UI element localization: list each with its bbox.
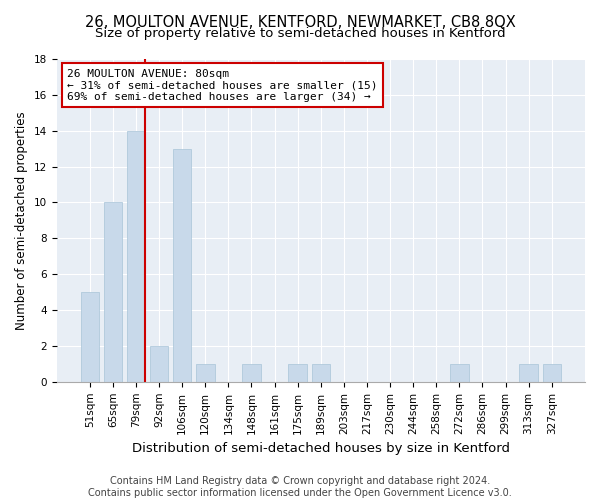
Bar <box>80 292 99 382</box>
Bar <box>150 346 169 382</box>
Text: 26, MOULTON AVENUE, KENTFORD, NEWMARKET, CB8 8QX: 26, MOULTON AVENUE, KENTFORD, NEWMARKET,… <box>85 15 515 30</box>
Bar <box>196 364 215 382</box>
Bar <box>127 130 145 382</box>
Bar <box>542 364 561 382</box>
Text: Size of property relative to semi-detached houses in Kentford: Size of property relative to semi-detach… <box>95 28 505 40</box>
Bar <box>450 364 469 382</box>
X-axis label: Distribution of semi-detached houses by size in Kentford: Distribution of semi-detached houses by … <box>132 442 510 455</box>
Text: 26 MOULTON AVENUE: 80sqm
← 31% of semi-detached houses are smaller (15)
69% of s: 26 MOULTON AVENUE: 80sqm ← 31% of semi-d… <box>67 68 377 102</box>
Bar <box>289 364 307 382</box>
Bar <box>104 202 122 382</box>
Bar <box>173 148 191 382</box>
Bar <box>242 364 261 382</box>
Bar <box>311 364 330 382</box>
Y-axis label: Number of semi-detached properties: Number of semi-detached properties <box>15 111 28 330</box>
Text: Contains HM Land Registry data © Crown copyright and database right 2024.
Contai: Contains HM Land Registry data © Crown c… <box>88 476 512 498</box>
Bar <box>520 364 538 382</box>
